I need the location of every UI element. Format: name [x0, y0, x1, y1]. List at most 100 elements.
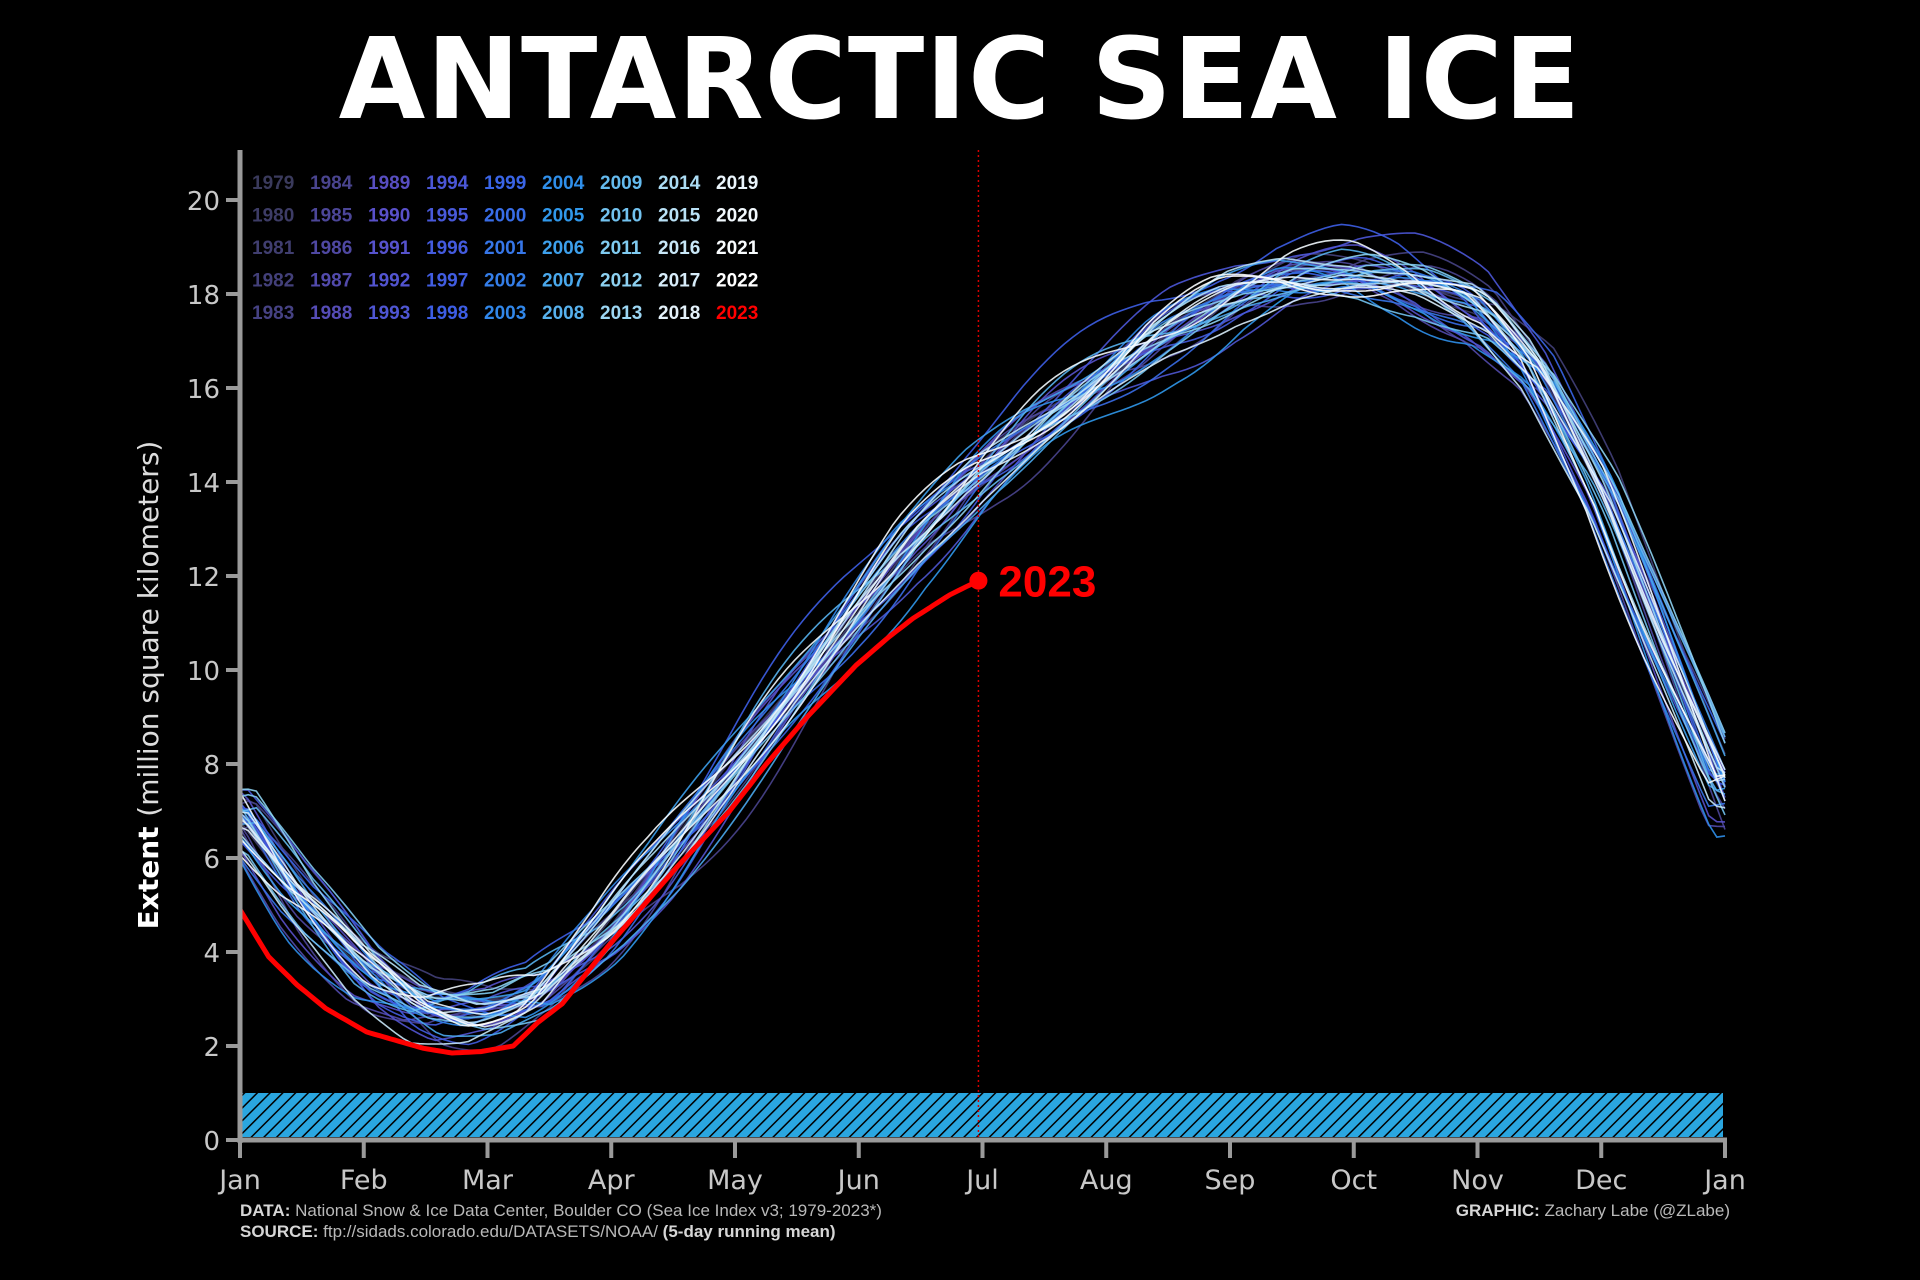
year-line-2003	[239, 276, 1726, 1027]
x-tick-label-12: Jan	[1702, 1165, 1746, 1196]
legend-year-1980: 1980	[252, 206, 294, 227]
year-line-2009	[239, 267, 1726, 1019]
year-line-2019	[239, 276, 1726, 1016]
legend-year-1997: 1997	[426, 271, 468, 292]
series-2023-label: 2023	[998, 558, 1096, 607]
page-title: ANTARCTIC SEA ICE	[338, 15, 1582, 145]
legend-year-1985: 1985	[310, 206, 353, 227]
year-line-2002	[239, 270, 1726, 1011]
year-line-2014	[239, 280, 1726, 1024]
year-line-2020	[239, 239, 1726, 999]
y-tick-label-4: 4	[203, 939, 220, 969]
x-tick-label-4: May	[707, 1165, 763, 1196]
legend-year-1983: 1983	[252, 303, 294, 324]
footer-source-note: (5-day running mean)	[662, 1222, 836, 1241]
year-line-1986	[239, 260, 1726, 1008]
year-line-1992	[239, 264, 1726, 1042]
year-line-1990	[239, 267, 1726, 1015]
legend-year-2005: 2005	[542, 206, 585, 227]
year-line-2001	[239, 283, 1726, 1020]
legend-year-1987: 1987	[310, 271, 352, 292]
footer-source-text: ftp://sidads.colorado.edu/DATASETS/NOAA/	[323, 1222, 658, 1241]
legend-year-1988: 1988	[310, 303, 352, 324]
legend-year-1999: 1999	[484, 173, 526, 194]
axes: 0 2 4 6 8 10 12 14 16 18 20 Jan Feb Mar Apr May Jun Jul Au…	[187, 150, 1746, 1196]
legend-year-2018: 2018	[658, 303, 700, 324]
x-tick-label-3: Apr	[588, 1165, 636, 1196]
y-axis-label: Extent (million square kilometers)	[132, 441, 165, 930]
year-line-2016	[239, 274, 1726, 1045]
year-line-1979	[239, 264, 1726, 1003]
footer-source: SOURCE: ftp://sidads.colorado.edu/DATASE…	[240, 1222, 836, 1242]
y-axis-label-text: Extent (million square kilometers)	[132, 441, 165, 930]
y-tick-label-14: 14	[187, 469, 220, 499]
legend-year-2020: 2020	[716, 206, 758, 227]
legend-year-2011: 2011	[600, 238, 642, 259]
legend-year-1981: 1981	[252, 238, 295, 259]
y-axis-label-rest: (million square kilometers)	[132, 441, 165, 817]
legend-year-2016: 2016	[658, 238, 700, 259]
y-tick-label-6: 6	[203, 845, 220, 875]
footer-data: DATA: National Snow & Ice Data Center, B…	[240, 1201, 882, 1221]
legend-year-2008: 2008	[542, 303, 584, 324]
footer-graphic-label: GRAPHIC:	[1455, 1201, 1540, 1220]
year-line-2015	[239, 257, 1726, 1006]
year-line-2006	[239, 259, 1726, 1001]
x-tick-label-8: Sep	[1205, 1165, 1256, 1196]
legend-year-1993: 1993	[368, 303, 410, 324]
year-line-1999	[239, 272, 1726, 1017]
y-tick-label-10: 10	[187, 657, 220, 687]
series-2023: 2023	[237, 558, 1096, 1056]
year-line-1980	[239, 275, 1726, 1018]
legend-year-1998: 1998	[426, 303, 468, 324]
year-line-2021	[239, 273, 1726, 1027]
legend-year-2006: 2006	[542, 238, 584, 259]
year-line-1985	[239, 260, 1726, 1024]
year-line-2018	[239, 280, 1726, 1028]
legend-year-2017: 2017	[658, 271, 700, 292]
legend-year-2014: 2014	[658, 173, 701, 194]
footer-data-label: DATA:	[240, 1201, 291, 1220]
hatched-band-rect	[242, 1093, 1723, 1137]
year-line-1981	[239, 259, 1726, 1002]
y-tick-label-18: 18	[187, 281, 220, 311]
year-line-1987	[239, 269, 1726, 1021]
legend-year-1991: 1991	[368, 238, 411, 259]
x-tick-label-11: Dec	[1575, 1165, 1627, 1196]
legend-year-2023: 2023	[716, 303, 758, 324]
year-line-1995	[239, 283, 1726, 1025]
legend-year-2001: 2001	[484, 238, 527, 259]
year-line-2017	[239, 284, 1726, 1014]
x-tick-label-7: Aug	[1080, 1165, 1133, 1196]
legend-year-2019: 2019	[716, 173, 758, 194]
y-tick-label-16: 16	[187, 375, 220, 405]
year-line-1984	[239, 265, 1726, 1052]
legend-year-2013: 2013	[600, 303, 642, 324]
legend-year-2021: 2021	[716, 238, 759, 259]
x-tick-label-9: Oct	[1330, 1165, 1377, 1196]
year-line-2022	[239, 275, 1726, 1027]
footer-graphic: GRAPHIC: Zachary Labe (@ZLabe)	[1456, 1201, 1730, 1221]
y-tick-label-20: 20	[187, 187, 220, 217]
legend-year-1995: 1995	[426, 206, 469, 227]
legend-year-1979: 1979	[252, 173, 294, 194]
legend-year-2009: 2009	[600, 173, 642, 194]
year-line-2013	[239, 267, 1726, 1006]
legend-year-1982: 1982	[252, 271, 294, 292]
year-line-1997	[239, 273, 1726, 1046]
footer-source-label: SOURCE:	[240, 1222, 319, 1241]
year-line-2007	[239, 271, 1726, 1038]
year-lines	[239, 223, 1726, 1052]
legend-year-2007: 2007	[542, 271, 584, 292]
y-tick-label-12: 12	[187, 563, 220, 593]
year-line-2000	[239, 270, 1726, 1007]
legend-year-2022: 2022	[716, 271, 758, 292]
legend-year-2004: 2004	[542, 173, 585, 194]
legend-year-1992: 1992	[368, 271, 410, 292]
legend-year-1989: 1989	[368, 173, 410, 194]
y-tick-label-8: 8	[203, 751, 220, 781]
y-tick-label-0: 0	[203, 1127, 220, 1157]
series-2023-endpoint	[969, 571, 988, 590]
y-axis-label-bold: Extent	[132, 817, 165, 930]
